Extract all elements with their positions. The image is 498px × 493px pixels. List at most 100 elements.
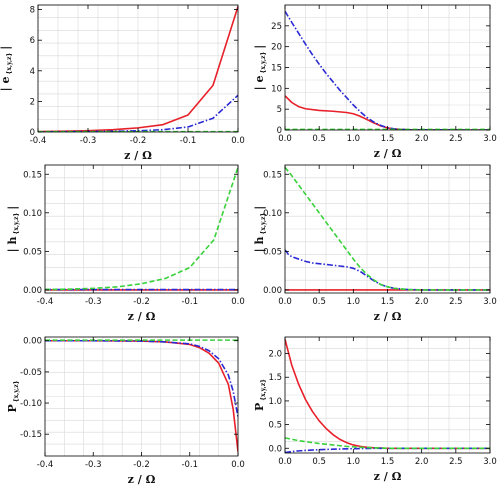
x-tick-label: 2.5 [449,134,463,144]
y-axis-label-sub: {x,y,z} [260,213,267,235]
x-tick-label: -0.1 [181,460,198,470]
y-axis-label-sub: {x,y,z} [260,379,267,401]
series-line-e_y [285,249,490,291]
y-axis-label-sub: {x,y,z} [260,52,267,74]
panel-b: 0.0 0.5 1.0 1.5 2.0 2.5 3.0 0 5 10 15 20 25 z / Ω | e{… [253,4,497,160]
x-tick-label: -0.3 [80,136,97,146]
x-tick-label: -0.2 [133,460,150,470]
y-tick-label: 0.10 [23,209,42,219]
y-tick-label: 5 [277,105,282,115]
x-tick-label: -0.1 [181,297,198,307]
x-tick-label: -0.2 [133,297,150,307]
x-tick-label: 0.0 [231,297,245,307]
y-axis-label-main: | h [253,236,266,252]
x-tick-label: 2.0 [415,457,429,467]
y-axis-label-sub: {x,y,z} [13,213,20,235]
x-tick-label: 1.0 [347,134,361,144]
y-tick-label: -0.05 [20,368,42,378]
series-line-e_y [45,339,238,417]
x-axis-label: z / Ω [374,147,402,160]
x-tick-label: -0.4 [37,460,54,470]
panel-f: 0.0 0.5 1.0 1.5 2.0 2.5 3.0 0.0 0.5 1.0 1.5 2.0 z / … [253,336,497,483]
series-line-e_z [285,166,490,291]
y-tick-label: 25 [271,22,282,32]
series-line-e_z [45,167,238,291]
x-tick-label: 0.0 [278,297,292,307]
y-tick-label: 0.00 [23,286,42,296]
series-group [45,339,238,452]
y-axis-label: P {x,y,z} [253,379,267,411]
x-tick-label: 0.5 [312,134,326,144]
x-tick-label: 3.0 [483,297,497,307]
y-tick-label: 0.05 [263,247,282,257]
series-line-e_z [285,437,490,450]
x-axis-label: z / Ω [374,470,402,483]
x-tick-label: 0.0 [278,134,292,144]
y-tick-label: 0.05 [23,247,42,257]
x-tick-label: 1.5 [381,134,395,144]
y-tick-label: 0.15 [23,170,42,180]
x-tick-label: -0.3 [85,297,102,307]
panel-c: -0.4 -0.3 -0.2 -0.1 0.0 0.00 0.05 0.10 0.15 z / Ω… [6,164,245,323]
panel-a: -0.4 -0.3 -0.2 -0.1 0.0 0 2 4 6 8 z / Ω | e{x,y,z} | [0,4,245,162]
x-tick-label: 1.0 [347,297,361,307]
panel-e: -0.4 -0.3 -0.2 -0.1 0.0 0.00 -0.05 -0.10 -0.15 z … [6,336,245,486]
x-tick-label: -0.3 [85,460,102,470]
y-axis-label-end: | [0,46,12,50]
panel-d: 0.0 0.5 1.0 1.5 2.0 2.5 3.0 0.00 0.05 0.10 0.15 z /… [253,164,497,323]
x-tick-label: -0.4 [37,297,54,307]
x-tick-label: 0.0 [278,457,292,467]
x-tick-label: 0.0 [231,460,245,470]
y-axis-label-main: P [6,404,19,412]
x-tick-label: 0.5 [312,297,326,307]
x-axis-label: z / Ω [128,310,156,323]
y-tick-label: 2.0 [268,350,282,360]
y-tick-label: 0.00 [263,286,282,296]
y-tick-label: 0.5 [268,421,282,431]
x-tick-label: 0.5 [312,457,326,467]
x-tick-label: 3.0 [483,134,497,144]
x-tick-label: 1.5 [381,297,395,307]
y-tick-label: 0 [30,128,35,138]
series-line-e_y [285,10,490,130]
x-axis-label: z / Ω [128,473,156,486]
y-tick-label: 0.00 [23,337,42,347]
y-tick-label: 0.0 [268,444,282,454]
y-tick-label: 2 [30,97,35,107]
y-tick-label: 4 [30,67,35,77]
x-tick-label: 1.0 [347,457,361,467]
y-axis-label: | h{x,y,z} | [253,206,267,253]
x-axis-label: z / Ω [124,149,152,162]
y-tick-label: 6 [30,36,35,46]
y-tick-label: 0 [277,126,282,136]
y-tick-label: 1.5 [268,373,282,383]
x-tick-label: 2.5 [449,297,463,307]
y-axis-label-sub: {x,y,z} [6,53,13,75]
y-axis-label: P {x,y,z} [6,380,20,412]
x-tick-label: 1.5 [381,457,395,467]
y-axis-label-main: | e [253,75,266,90]
y-axis-label-main: | e [0,76,12,91]
y-tick-label: 20 [271,43,282,53]
x-tick-label: -0.2 [130,136,147,146]
y-axis-label-main: P [253,403,266,411]
y-axis-label-main: | h [6,236,19,252]
x-tick-label: -0.1 [180,136,197,146]
y-axis-label: | e{x,y,z} | [0,46,13,92]
y-axis-label: | h{x,y,z} | [6,206,20,253]
y-tick-label: 8 [30,6,35,16]
series-line-e_x [45,339,238,452]
y-tick-label: -0.15 [20,430,42,440]
y-tick-label: -0.10 [20,399,42,409]
y-axis-label-end: | [253,45,266,49]
y-axis-label-sub: {x,y,z} [13,380,20,402]
x-axis-label: z / Ω [374,310,402,323]
x-tick-label: -0.4 [30,136,47,146]
y-tick-label: 15 [271,64,282,74]
x-tick-label: 2.5 [449,457,463,467]
y-tick-label: 10 [271,84,282,94]
y-tick-label: 1.0 [268,397,282,407]
x-tick-label: 2.0 [415,297,429,307]
y-axis-label-end: | [6,206,19,210]
